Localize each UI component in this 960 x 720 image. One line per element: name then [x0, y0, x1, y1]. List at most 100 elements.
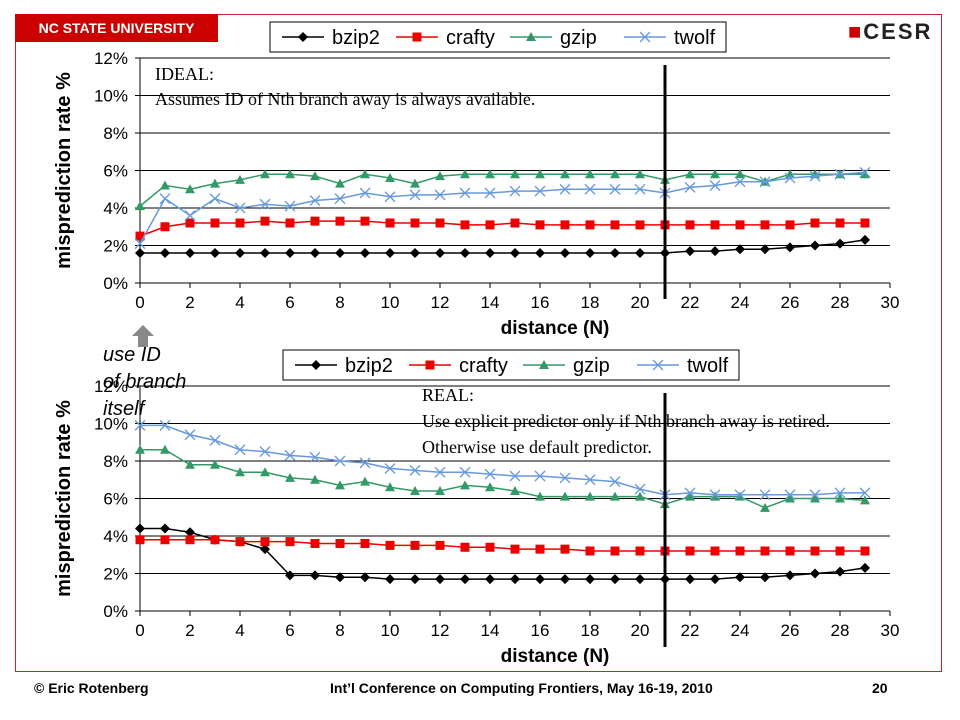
data-point-bzip2: [535, 248, 545, 258]
data-point-crafty: [735, 220, 745, 230]
legend-marker-gzip: [539, 360, 549, 369]
x-tick-label: 30: [881, 621, 900, 640]
data-point-crafty: [310, 216, 320, 226]
x-axis-label: distance (N): [501, 646, 610, 667]
data-point-bzip2: [310, 248, 320, 258]
data-point-crafty: [610, 546, 620, 556]
data-point-twolf: [784, 489, 796, 501]
data-point-crafty: [435, 218, 445, 228]
data-point-crafty: [285, 218, 295, 228]
data-point-twolf: [584, 474, 596, 486]
y-tick-label: 8%: [103, 124, 128, 143]
x-tick-label: 10: [381, 621, 400, 640]
data-point-twolf: [234, 444, 246, 456]
data-point-twolf: [334, 455, 346, 467]
data-point-gzip: [685, 169, 695, 179]
y-tick-label: 4%: [103, 527, 128, 546]
data-point-crafty: [185, 218, 195, 228]
data-point-gzip: [460, 169, 470, 179]
data-point-gzip: [860, 495, 870, 505]
data-point-gzip: [635, 169, 645, 179]
data-point-bzip2: [360, 248, 370, 258]
up-arrow-icon: [132, 325, 154, 347]
data-point-twolf: [409, 464, 421, 476]
data-point-twolf: [684, 487, 696, 499]
data-point-twolf: [709, 180, 721, 191]
data-point-crafty: [685, 546, 695, 556]
legend-label-crafty: crafty: [446, 27, 495, 49]
chart-annotation: Assumes ID of Nth branch away is always …: [155, 89, 535, 109]
data-point-crafty: [260, 537, 270, 547]
cesr-logo: ■CESR: [848, 19, 932, 45]
data-point-gzip: [710, 169, 720, 179]
data-point-bzip2: [535, 574, 545, 585]
data-point-bzip2: [185, 527, 195, 538]
y-axis-label: misprediction rate %: [53, 400, 75, 597]
legend-label-gzip: gzip: [573, 355, 610, 377]
data-point-gzip: [535, 169, 545, 179]
y-tick-label: 2%: [103, 565, 128, 584]
data-point-crafty: [710, 546, 720, 556]
data-point-crafty: [385, 218, 395, 228]
data-point-twolf: [534, 185, 546, 197]
y-tick-label: 6%: [103, 162, 128, 181]
data-point-bzip2: [810, 240, 820, 251]
data-point-crafty: [160, 222, 170, 232]
data-point-crafty: [810, 218, 820, 228]
x-tick-label: 14: [481, 293, 500, 312]
x-tick-label: 10: [381, 293, 400, 312]
data-point-twolf: [309, 195, 321, 206]
data-point-crafty: [210, 218, 220, 228]
data-point-bzip2: [210, 248, 220, 258]
data-point-bzip2: [485, 574, 495, 585]
data-point-bzip2: [410, 248, 420, 258]
legend-label-twolf: twolf: [687, 355, 729, 377]
data-point-gzip: [310, 171, 320, 181]
data-point-crafty: [435, 540, 445, 550]
data-point-bzip2: [510, 574, 520, 585]
x-tick-label: 24: [731, 293, 750, 312]
data-point-twolf: [634, 483, 646, 495]
data-point-gzip: [635, 491, 645, 501]
data-point-bzip2: [860, 562, 870, 573]
data-point-bzip2: [735, 572, 745, 583]
x-tick-label: 6: [285, 293, 294, 312]
data-point-gzip: [585, 491, 595, 501]
data-point-twolf: [509, 185, 521, 197]
data-point-bzip2: [285, 248, 295, 258]
data-point-twolf: [559, 472, 571, 484]
data-point-crafty: [535, 544, 545, 554]
data-point-twolf: [334, 193, 346, 205]
footer-page-number: 20: [872, 680, 888, 696]
x-tick-label: 16: [531, 621, 550, 640]
data-point-gzip: [835, 493, 845, 503]
x-tick-label: 24: [731, 621, 750, 640]
data-point-crafty: [760, 546, 770, 556]
data-point-crafty: [460, 542, 470, 552]
data-point-bzip2: [360, 572, 370, 583]
x-tick-label: 28: [831, 293, 850, 312]
data-point-crafty: [635, 546, 645, 556]
data-point-gzip: [735, 491, 745, 501]
data-point-twolf: [259, 446, 271, 458]
data-point-twolf: [259, 198, 271, 210]
data-point-gzip: [435, 486, 445, 495]
data-point-crafty: [235, 537, 245, 547]
x-tick-label: 26: [781, 293, 800, 312]
x-tick-label: 2: [185, 293, 194, 312]
data-point-bzip2: [785, 570, 795, 581]
cesr-logo-text: CESR: [863, 19, 933, 44]
data-point-twolf: [784, 172, 796, 184]
data-point-bzip2: [460, 248, 470, 258]
data-point-gzip: [210, 178, 220, 188]
data-point-crafty: [685, 220, 695, 230]
x-tick-label: 8: [335, 621, 344, 640]
data-point-bzip2: [560, 248, 570, 258]
data-point-crafty: [385, 540, 395, 550]
data-point-twolf: [709, 489, 721, 501]
data-point-twolf: [559, 183, 571, 195]
legend-label-gzip: gzip: [560, 27, 597, 49]
x-tick-label: 18: [581, 621, 600, 640]
legend-label-crafty: crafty: [459, 355, 508, 377]
chart-annotation: Use explicit predictor only if Nth branc…: [422, 411, 830, 431]
